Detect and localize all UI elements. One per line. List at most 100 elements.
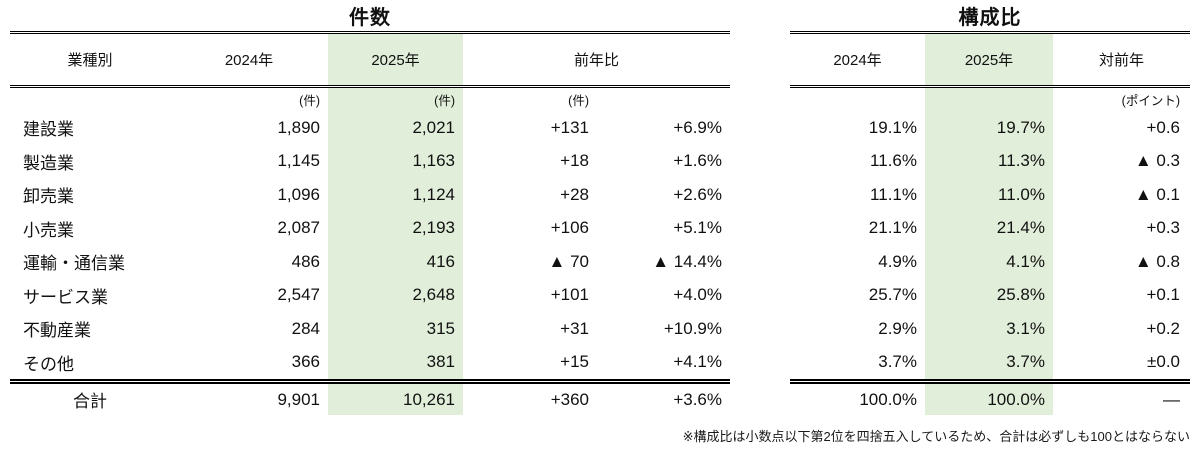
cell-2025: 2,648 bbox=[328, 278, 463, 312]
cell-diff: +15 bbox=[560, 352, 589, 372]
header-2024: 2024年 bbox=[833, 52, 882, 69]
cell-industry: 卸売業 bbox=[23, 187, 74, 207]
table-row: 3.7% 3.7% ±0.0 bbox=[790, 345, 1190, 379]
cell-diff: +18 bbox=[560, 151, 589, 171]
ratio-table-unit-row: (ポイント) bbox=[790, 88, 1190, 111]
cell-2025-pct: 3.7% bbox=[925, 345, 1053, 379]
cell-total-2025-pct: 100.0% bbox=[925, 384, 1053, 415]
cell-2025: 2,021 bbox=[328, 111, 463, 145]
cell-2025: 381 bbox=[328, 345, 463, 379]
cell-total-diff-points: — bbox=[1163, 389, 1180, 409]
cell-2025-pct: 11.3% bbox=[925, 144, 1053, 178]
cell-industry: 小売業 bbox=[23, 220, 74, 240]
cell-diff: +31 bbox=[560, 318, 589, 338]
count-table-title: 件数 bbox=[10, 0, 730, 34]
cell-diff-points: ▲ 0.8 bbox=[1134, 251, 1180, 271]
cell-2025-pct: 19.7% bbox=[925, 111, 1053, 145]
table-row: 運輸・通信業 486 416 ▲ 70 ▲ 14.4% bbox=[10, 245, 730, 279]
table-row: 製造業 1,145 1,163 +18 +1.6% bbox=[10, 144, 730, 178]
cell-industry: サービス業 bbox=[23, 287, 108, 307]
cell-pct: +5.1% bbox=[673, 218, 722, 238]
cell-diff: ▲ 70 bbox=[548, 251, 589, 271]
cell-diff-points: ▲ 0.3 bbox=[1134, 151, 1180, 171]
cell-total-label: 合計 bbox=[73, 392, 107, 411]
cell-2025-pct: 3.1% bbox=[925, 312, 1053, 346]
cell-2024: 2,547 bbox=[277, 285, 320, 305]
cell-total-2024-pct: 100.0% bbox=[859, 389, 917, 409]
count-table: 件数 業種別 2024年 2025年 前年比 (件) (件) (件) 建設業 1… bbox=[10, 0, 730, 415]
cell-industry: その他 bbox=[23, 354, 74, 374]
cell-pct: +2.6% bbox=[673, 184, 722, 204]
cell-industry: 運輸・通信業 bbox=[23, 254, 125, 274]
cell-pct: +4.0% bbox=[673, 285, 722, 305]
ratio-table-header-row: 2024年 2025年 対前年 bbox=[790, 34, 1190, 88]
ratio-table: 構成比 2024年 2025年 対前年 (ポイント) 19.1% 19.7% +… bbox=[790, 0, 1190, 415]
table-row: 不動産業 284 315 +31 +10.9% bbox=[10, 312, 730, 346]
cell-2024-pct: 25.7% bbox=[868, 285, 917, 305]
cell-2025-pct: 21.4% bbox=[925, 211, 1053, 245]
table-row: 25.7% 25.8% +0.1 bbox=[790, 278, 1190, 312]
cell-2024: 1,145 bbox=[277, 151, 320, 171]
cell-diff-points: ▲ 0.1 bbox=[1134, 184, 1180, 204]
count-table-unit-row: (件) (件) (件) bbox=[10, 88, 730, 111]
cell-diff: +101 bbox=[550, 285, 589, 305]
cell-total-diff: +360 bbox=[550, 389, 589, 409]
cell-pct: ▲ 14.4% bbox=[652, 251, 722, 271]
table-row: 小売業 2,087 2,193 +106 +5.1% bbox=[10, 211, 730, 245]
cell-2025: 1,124 bbox=[328, 178, 463, 212]
cell-2024: 1,890 bbox=[277, 117, 320, 137]
unit-2025: (件) bbox=[328, 88, 463, 111]
cell-diff-points: +0.1 bbox=[1146, 285, 1180, 305]
ratio-table-title: 構成比 bbox=[790, 0, 1190, 34]
unit-diff: (件) bbox=[568, 94, 589, 108]
cell-diff: +131 bbox=[550, 117, 589, 137]
header-2024: 2024年 bbox=[224, 52, 274, 69]
cell-total-2025: 10,261 bbox=[328, 384, 463, 415]
cell-2025: 416 bbox=[328, 245, 463, 279]
cell-2024-pct: 3.7% bbox=[878, 352, 917, 372]
footnote: ※構成比は小数点以下第2位を四捨五入しているため、合計は必ずしも100とはならな… bbox=[682, 429, 1190, 444]
unit-spacer bbox=[10, 88, 170, 111]
cell-2025: 2,193 bbox=[328, 211, 463, 245]
header-2025: 2025年 bbox=[925, 34, 1053, 85]
table-row: 21.1% 21.4% +0.3 bbox=[790, 211, 1190, 245]
cell-diff-points: +0.2 bbox=[1146, 318, 1180, 338]
cell-industry: 建設業 bbox=[23, 120, 74, 140]
cell-diff: +106 bbox=[550, 218, 589, 238]
total-row: 100.0% 100.0% — bbox=[790, 379, 1190, 415]
table-row: サービス業 2,547 2,648 +101 +4.0% bbox=[10, 278, 730, 312]
cell-diff: +28 bbox=[560, 184, 589, 204]
cell-2024-pct: 19.1% bbox=[868, 117, 917, 137]
header-industry: 業種別 bbox=[67, 52, 113, 69]
header-yoy: 前年比 bbox=[573, 52, 619, 69]
cell-2025-pct: 25.8% bbox=[925, 278, 1053, 312]
cell-pct: +10.9% bbox=[663, 318, 722, 338]
cell-2024: 284 bbox=[291, 318, 320, 338]
cell-2025: 1,163 bbox=[328, 144, 463, 178]
cell-2025: 315 bbox=[328, 312, 463, 346]
table-row: 4.9% 4.1% ▲ 0.8 bbox=[790, 245, 1190, 279]
table-row: その他 366 381 +15 +4.1% bbox=[10, 345, 730, 379]
cell-diff-points: +0.3 bbox=[1146, 218, 1180, 238]
cell-pct: +6.9% bbox=[673, 117, 722, 137]
cell-industry: 製造業 bbox=[23, 153, 74, 173]
cell-2024-pct: 21.1% bbox=[868, 218, 917, 238]
unit-points: (ポイント) bbox=[1121, 94, 1180, 108]
cell-2024-pct: 2.9% bbox=[878, 318, 917, 338]
cell-2024-pct: 11.6% bbox=[870, 151, 917, 171]
unit-spacer bbox=[925, 88, 1053, 111]
unit-2024: (件) bbox=[299, 94, 320, 108]
header-vs-prev-year: 対前年 bbox=[1098, 52, 1144, 69]
cell-2025-pct: 4.1% bbox=[925, 245, 1053, 279]
table-row: 2.9% 3.1% +0.2 bbox=[790, 312, 1190, 346]
cell-2024: 366 bbox=[291, 352, 320, 372]
total-row: 合計 9,901 10,261 +360 +3.6% bbox=[10, 379, 730, 415]
cell-2024-pct: 11.1% bbox=[870, 184, 917, 204]
table-row: 11.6% 11.3% ▲ 0.3 bbox=[790, 144, 1190, 178]
table-row: 卸売業 1,096 1,124 +28 +2.6% bbox=[10, 178, 730, 212]
unit-spacer bbox=[597, 88, 730, 111]
cell-2024: 1,096 bbox=[277, 184, 320, 204]
cell-total-2024: 9,901 bbox=[277, 389, 320, 409]
cell-2024: 486 bbox=[291, 251, 320, 271]
